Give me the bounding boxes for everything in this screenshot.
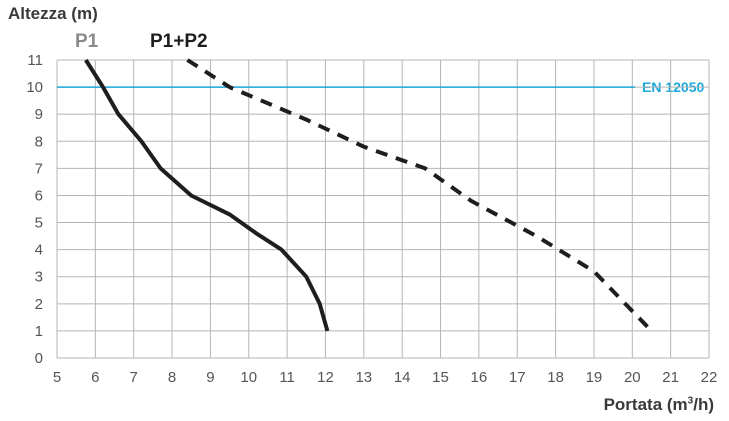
- x-tick-10: 10: [240, 369, 257, 386]
- series-group: [84, 58, 653, 333]
- x-tick-7: 7: [130, 369, 138, 386]
- series-line-p1-p2: [186, 58, 653, 333]
- series-line-p1: [84, 58, 330, 332]
- x-tick-19: 19: [586, 369, 603, 386]
- legend-p1-p2: P1+P2: [150, 31, 208, 52]
- y-tick-3: 3: [35, 269, 43, 286]
- y-tick-1: 1: [35, 323, 43, 340]
- x-tick-16: 16: [471, 369, 488, 386]
- x-tick-17: 17: [509, 369, 526, 386]
- y-tick-10: 10: [26, 79, 43, 96]
- y-tick-8: 8: [35, 133, 43, 150]
- x-axis-title: Portata (m3/h): [603, 395, 714, 414]
- x-tick-11: 11: [279, 369, 295, 386]
- y-tick-0: 0: [35, 350, 43, 367]
- x-tick-8: 8: [168, 369, 176, 386]
- y-tick-6: 6: [35, 187, 43, 204]
- x-tick-9: 9: [206, 369, 214, 386]
- x-tick-18: 18: [547, 369, 564, 386]
- y-tick-7: 7: [35, 160, 43, 177]
- x-tick-13: 13: [355, 369, 372, 386]
- y-tick-5: 5: [35, 215, 43, 232]
- x-tick-12: 12: [317, 369, 334, 386]
- x-tick-20: 20: [624, 369, 641, 386]
- y-tick-4: 4: [35, 242, 43, 259]
- y-tick-labels: 0 1 2 3 4 5 6 7 8 9 10 11: [26, 52, 43, 367]
- x-tick-labels: 5 6 7 8 9 10 11 12 13 14 15 16 17 18 19 20 21 22: [53, 369, 718, 386]
- y-tick-11: 11: [27, 52, 43, 69]
- x-tick-15: 15: [432, 369, 449, 386]
- x-tick-6: 6: [91, 369, 99, 386]
- legend-p1: P1: [75, 31, 99, 52]
- y-tick-9: 9: [35, 106, 43, 123]
- x-tick-14: 14: [394, 369, 411, 386]
- y-axis-title: Altezza (m): [8, 4, 98, 23]
- x-tick-21: 21: [662, 369, 679, 386]
- x-tick-22: 22: [701, 369, 718, 386]
- y-tick-2: 2: [35, 296, 43, 313]
- grid: [56, 59, 710, 359]
- x-tick-5: 5: [53, 369, 61, 386]
